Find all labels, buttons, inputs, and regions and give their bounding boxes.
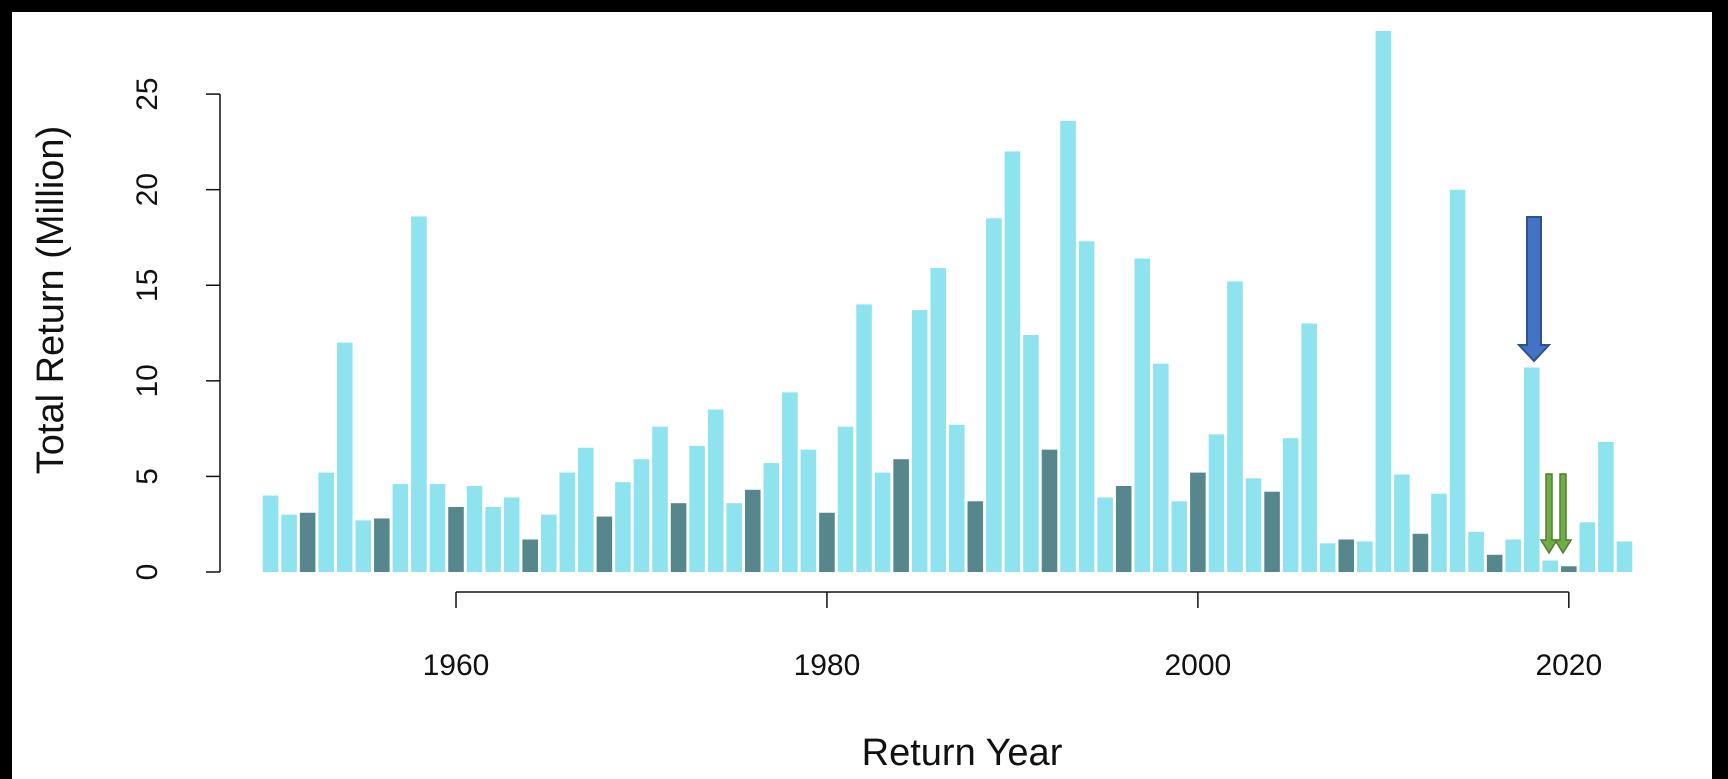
bar	[911, 310, 928, 572]
bar	[670, 503, 687, 572]
bar	[355, 520, 372, 572]
bar	[652, 426, 668, 572]
bar	[1412, 533, 1429, 572]
bar	[782, 392, 798, 572]
bar	[1190, 472, 1206, 572]
bar	[1561, 566, 1577, 572]
bar	[689, 445, 705, 572]
bar	[559, 472, 576, 572]
x-tick-label: 1980	[794, 649, 861, 682]
bar	[429, 484, 446, 572]
bar	[856, 304, 872, 572]
bar	[596, 516, 613, 572]
bar	[744, 489, 761, 572]
bar	[1616, 541, 1633, 572]
bar	[1282, 438, 1299, 572]
bar	[1208, 434, 1225, 572]
bar	[1078, 241, 1095, 572]
bar	[763, 463, 780, 572]
bar	[1486, 554, 1503, 572]
bar	[1171, 501, 1188, 572]
bar	[1579, 522, 1596, 572]
bar	[874, 472, 891, 572]
bar	[1505, 539, 1521, 572]
bar	[1097, 497, 1113, 572]
bar	[837, 426, 854, 572]
bar	[707, 409, 724, 572]
bar	[578, 447, 594, 572]
arrow	[1553, 473, 1573, 555]
bar	[1523, 367, 1540, 572]
bar	[948, 424, 965, 572]
bar	[1041, 449, 1058, 572]
bar	[1264, 491, 1280, 572]
bar	[819, 512, 835, 572]
bar	[633, 459, 650, 572]
x-tick-label: 1960	[423, 649, 490, 682]
bar	[1375, 31, 1392, 572]
bar	[299, 512, 316, 572]
bar	[1227, 281, 1243, 572]
bar	[374, 518, 390, 572]
bar	[318, 472, 334, 572]
bar	[930, 268, 947, 572]
arrow	[1516, 216, 1552, 363]
bar	[392, 484, 409, 572]
bars	[262, 31, 1633, 572]
bar	[986, 218, 1002, 572]
bar	[448, 507, 464, 572]
bar	[1319, 543, 1336, 572]
y-tick-label: 15	[131, 269, 164, 302]
bar	[1468, 531, 1484, 572]
bar	[1542, 560, 1559, 572]
bar	[967, 501, 984, 572]
bar	[1245, 478, 1262, 572]
bar	[1394, 474, 1410, 572]
bar	[503, 497, 520, 572]
bar	[893, 459, 909, 572]
bar	[1023, 334, 1039, 572]
x-axis-title: Return Year	[862, 732, 1063, 774]
y-tick-label: 20	[131, 173, 164, 206]
bar	[1338, 539, 1355, 572]
y-tick-label: 10	[131, 364, 164, 397]
bar	[1449, 189, 1466, 572]
y-tick-label: 25	[131, 77, 164, 110]
x-tick-label: 2020	[1535, 649, 1602, 682]
bar	[1060, 120, 1076, 572]
bar	[1301, 323, 1317, 572]
y-tick-label: 0	[131, 564, 164, 581]
bar	[1598, 442, 1614, 572]
bar	[336, 342, 353, 572]
x-tick-label: 2000	[1165, 649, 1232, 682]
bar	[1357, 541, 1373, 572]
y-tick-label: 5	[131, 468, 164, 485]
bar	[540, 514, 557, 572]
arrow	[1539, 473, 1559, 555]
bar	[1134, 258, 1151, 572]
bar	[726, 503, 743, 572]
bar	[1152, 363, 1169, 572]
bar	[1004, 151, 1021, 572]
bar	[485, 507, 501, 572]
y-axis-title: Total Return (Million)	[30, 126, 72, 474]
bar	[281, 514, 297, 572]
bar	[1431, 493, 1447, 572]
bar	[466, 485, 483, 572]
bar	[800, 449, 817, 572]
bar	[522, 539, 538, 572]
bar	[262, 495, 279, 572]
bar	[411, 216, 427, 572]
bar	[1115, 485, 1132, 572]
bar	[615, 482, 631, 572]
